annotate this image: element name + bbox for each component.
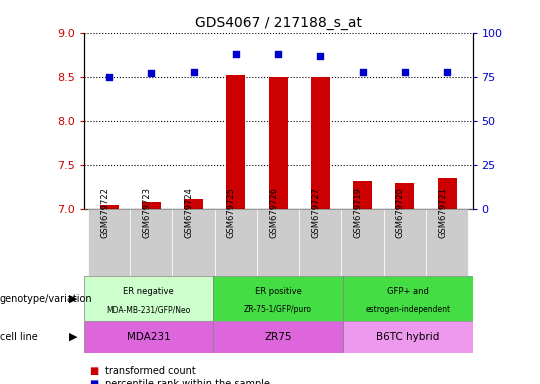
- Bar: [213, 276, 343, 321]
- Bar: [99, 205, 119, 209]
- Title: GDS4067 / 217188_s_at: GDS4067 / 217188_s_at: [194, 16, 362, 30]
- Bar: [395, 183, 414, 209]
- Text: estrogen-independent: estrogen-independent: [365, 305, 450, 314]
- Bar: [426, 209, 468, 276]
- Text: ▶: ▶: [69, 293, 77, 304]
- Bar: [130, 209, 172, 276]
- Text: B6TC hybrid: B6TC hybrid: [376, 332, 440, 342]
- Text: ZR75: ZR75: [265, 332, 292, 342]
- Bar: [213, 321, 343, 353]
- Point: [105, 74, 113, 80]
- Point: [443, 68, 451, 74]
- Bar: [343, 276, 472, 321]
- Bar: [142, 202, 161, 209]
- Point: [316, 53, 325, 59]
- Point: [189, 68, 198, 74]
- Text: GSM679721: GSM679721: [438, 187, 447, 238]
- Bar: [226, 75, 245, 209]
- Bar: [257, 209, 299, 276]
- Bar: [84, 276, 213, 321]
- Point: [359, 68, 367, 74]
- Bar: [353, 181, 372, 209]
- Bar: [437, 179, 457, 209]
- Text: GFP+ and: GFP+ and: [387, 288, 429, 296]
- Bar: [343, 321, 472, 353]
- Text: MDA231: MDA231: [126, 332, 171, 342]
- Point: [232, 51, 240, 57]
- Text: ER positive: ER positive: [255, 288, 301, 296]
- Text: GSM679719: GSM679719: [354, 187, 363, 238]
- Bar: [384, 209, 426, 276]
- Text: GSM679727: GSM679727: [312, 187, 320, 238]
- Bar: [88, 209, 130, 276]
- Text: GSM679726: GSM679726: [269, 187, 278, 238]
- Point: [147, 70, 156, 76]
- Text: GSM679722: GSM679722: [100, 187, 109, 238]
- Bar: [299, 209, 341, 276]
- Text: ■: ■: [89, 366, 98, 376]
- Text: ER negative: ER negative: [123, 288, 174, 296]
- Text: GSM679725: GSM679725: [227, 187, 236, 238]
- Text: transformed count: transformed count: [105, 366, 196, 376]
- Bar: [172, 209, 215, 276]
- Text: percentile rank within the sample: percentile rank within the sample: [105, 379, 271, 384]
- Text: ▶: ▶: [69, 332, 77, 342]
- Bar: [268, 77, 288, 209]
- Text: ZR-75-1/GFP/puro: ZR-75-1/GFP/puro: [244, 305, 312, 314]
- Bar: [215, 209, 257, 276]
- Text: ■: ■: [89, 379, 98, 384]
- Point: [274, 51, 282, 57]
- Text: GSM679724: GSM679724: [185, 187, 193, 238]
- Text: GSM679723: GSM679723: [143, 187, 151, 238]
- Text: GSM679720: GSM679720: [396, 187, 405, 238]
- Bar: [84, 321, 213, 353]
- Bar: [341, 209, 384, 276]
- Text: MDA-MB-231/GFP/Neo: MDA-MB-231/GFP/Neo: [106, 305, 191, 314]
- Point: [401, 68, 409, 74]
- Text: cell line: cell line: [0, 332, 38, 342]
- Text: genotype/variation: genotype/variation: [0, 293, 93, 304]
- Bar: [184, 199, 203, 209]
- Bar: [311, 77, 330, 209]
